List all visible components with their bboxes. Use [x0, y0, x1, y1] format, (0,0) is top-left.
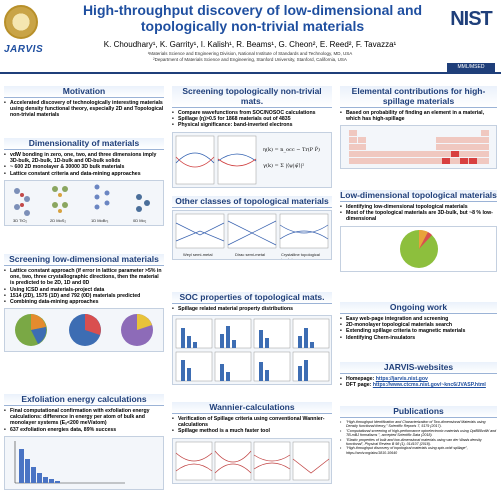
section-title: JARVIS-websites: [340, 362, 497, 374]
other-classes-figure: Weyl semi-metal Dirac semi-metal Crystal…: [172, 210, 332, 260]
publication-item: "High-throughput discovery of topologica…: [340, 446, 497, 455]
publication-item: "Elastic properties of bulk and low-dime…: [340, 438, 497, 447]
list-item: Lattice constant approach (if error in l…: [4, 268, 164, 287]
section-title: Screening topologically non-trivial mats…: [172, 86, 332, 108]
list-item: vdW bonding in zero, one, two, and three…: [4, 152, 164, 164]
exfoliation-histogram: [14, 440, 125, 484]
poster-affiliations: ¹Materials Science and Engineering Divis…: [100, 51, 400, 63]
list-item: Spillage related material property distr…: [172, 306, 332, 312]
list-item: Using ICSD and materials-project data: [4, 287, 164, 293]
section-title: Screening low-dimensional materials: [4, 254, 164, 266]
affiliation-1: ¹Materials Science and Engineering Divis…: [147, 51, 353, 56]
jarvis-logo: JARVIS: [4, 44, 44, 55]
list-item: Spillage method is a much faster tool: [172, 428, 332, 434]
lowdim-pie-figure: [340, 225, 497, 272]
section-lowdim-topo: Low-dimensional topological materials Id…: [340, 190, 497, 272]
section-title: Exfoliation energy calculations: [4, 394, 164, 406]
list-item: Combining data-mining approaches: [4, 299, 164, 305]
publication-item: "High-throughput Identification and Char…: [340, 420, 497, 429]
homepage-label: Homepage:: [346, 376, 375, 382]
list-item: 637 exfoliation energies data, 89% succe…: [4, 427, 164, 433]
poster-title: High-throughput discovery of low-dimensi…: [82, 2, 423, 34]
section-title: Wannier-calculations: [172, 402, 332, 414]
list-item: Physical significance: band-inverted ele…: [172, 122, 332, 128]
weyl-label: Weyl semi-metal: [183, 252, 213, 257]
lowdim-pie-chart: [400, 229, 438, 268]
section-dimensionality: Dimensionality of materials vdW bonding …: [4, 138, 164, 226]
structure-label-1d: 1D MoBr₃: [91, 217, 109, 223]
pie-charts-figure: [4, 308, 164, 353]
section-title: Elemental contributions for high-spillag…: [340, 86, 497, 108]
section-ongoing: Ongoing work Easy web-page integration a…: [340, 302, 497, 341]
list-item: Lattice constant criteria and data-minin…: [4, 171, 164, 177]
list-item: DFT page: https://www.ctcms.nist.gov/~kn…: [340, 382, 497, 388]
section-title: Dimensionality of materials: [4, 138, 164, 150]
section-websites: JARVIS-websites Homepage: https://jarvis…: [340, 362, 497, 389]
nist-logo: NIST: [450, 8, 493, 30]
list-item: 2D-monolayer topological materials searc…: [340, 322, 497, 328]
dirac-label: Dirac semi-metal: [235, 252, 266, 257]
section-other-classes: Other classes of topological materials W…: [172, 196, 332, 260]
publication-item: "Computational screening of high-perform…: [340, 429, 497, 438]
band-structure-plots: η(k) = n_occ − Tr(P P̃) γ(k) = Σ |⟨ψ|ψ̃⟩…: [175, 135, 320, 184]
mml-label: MML/MSED: [447, 63, 495, 72]
structures-figure: 3D TiO₂ 2D MoS₂ 1D MoBr₃ 0D Mo₂: [4, 179, 164, 226]
section-elemental: Elemental contributions for high-spillag…: [340, 86, 497, 170]
list-item: Most of the topological materials are 3D…: [340, 210, 497, 222]
cti-label: Crystalline topological insulator: [281, 252, 320, 260]
section-wannier: Wannier-calculations Verification of Spi…: [172, 402, 332, 484]
section-screening-topo: Screening topologically non-trivial mats…: [172, 86, 332, 188]
poster-authors: K. Choudhary¹, K. Garrity¹, I. Kalish¹, …: [103, 40, 397, 49]
soc-distributions-figure: [172, 315, 332, 386]
other-classes-bands: [175, 213, 329, 249]
band-structure-figure: η(k) = n_occ − Tr(P P̃) γ(k) = Σ |⟨ψ|ψ̃⟩…: [172, 131, 332, 188]
svg-text:η(k) = n_occ − Tr(P P̃): η(k) = n_occ − Tr(P P̃): [263, 146, 320, 153]
list-item: Based on probability of finding an eleme…: [340, 110, 497, 122]
structure-label-0d: 0D Mo₂: [133, 217, 147, 223]
list-item: Compare wavefunctions from SOC/NOSOC cal…: [172, 110, 332, 116]
exfoliation-histogram-figure: [4, 435, 164, 490]
section-soc: SOC properties of topological mats. Spil…: [172, 292, 332, 386]
wannier-figure: [172, 437, 332, 484]
list-item: Accelerated discovery of technologically…: [4, 100, 164, 119]
section-title: Low-dimensional topological materials: [340, 190, 497, 202]
svg-text:γ(k) = Σ |⟨ψ|ψ̃⟩|²: γ(k) = Σ |⟨ψ|ψ̃⟩|²: [263, 162, 304, 169]
list-item: Spillage (η)>0.5 for 1868 materials out …: [172, 116, 332, 122]
list-item: Homepage: https://jarvis.nist.gov: [340, 376, 497, 382]
section-exfoliation: Exfoliation energy calculations Final co…: [4, 394, 164, 490]
list-item: ~ 600 2D monolayer & 30000 3D bulk mater…: [4, 164, 164, 170]
pie-charts-illustration: [15, 314, 153, 347]
list-item: Easy web-page integration and screening: [340, 316, 497, 322]
homepage-link[interactable]: https://jarvis.nist.gov: [375, 376, 428, 382]
list-item: Extending spillage criteria to magnetic …: [340, 328, 497, 334]
periodic-table-heatmap: [349, 130, 489, 165]
list-item: 1514 (2D), 1575 (1D) and 792 (0D) materi…: [4, 293, 164, 299]
section-motivation: Motivation Accelerated discovery of tech…: [4, 86, 164, 119]
section-title: Motivation: [4, 86, 164, 98]
wannier-bands: [175, 441, 330, 480]
section-title: Ongoing work: [340, 302, 497, 314]
list-item: Identifying Chern-insulators: [340, 335, 497, 341]
list-item: Verification of Spillage criteria using …: [172, 416, 332, 428]
university-seal-icon: [4, 5, 38, 39]
dft-label: DFT page:: [346, 382, 372, 389]
structure-label-3d: 3D TiO₂: [13, 217, 27, 223]
section-publications: Publications "High-throughput Identifica…: [340, 406, 497, 455]
crystal-structures-illustration: [14, 184, 150, 216]
list-item: Final computational confirmation with ex…: [4, 408, 164, 427]
section-title: Publications: [340, 406, 497, 418]
periodic-table-figure: [340, 125, 497, 170]
section-screening-low: Screening low-dimensional materials Latt…: [4, 254, 164, 353]
affiliation-2: ²Department of Materials Science and Eng…: [153, 57, 347, 62]
section-title: SOC properties of topological mats.: [172, 292, 332, 304]
list-item: Identifying low-dimensional topological …: [340, 204, 497, 210]
section-title: Other classes of topological materials: [172, 196, 332, 208]
soc-distributions: [175, 318, 330, 382]
poster-header: JARVIS High-throughput discovery of low-…: [0, 0, 501, 74]
structure-label-2d: 2D MoS₂: [50, 217, 67, 223]
dft-link[interactable]: https://www.ctcms.nist.gov/~knc6/JVASP.h…: [372, 382, 486, 389]
